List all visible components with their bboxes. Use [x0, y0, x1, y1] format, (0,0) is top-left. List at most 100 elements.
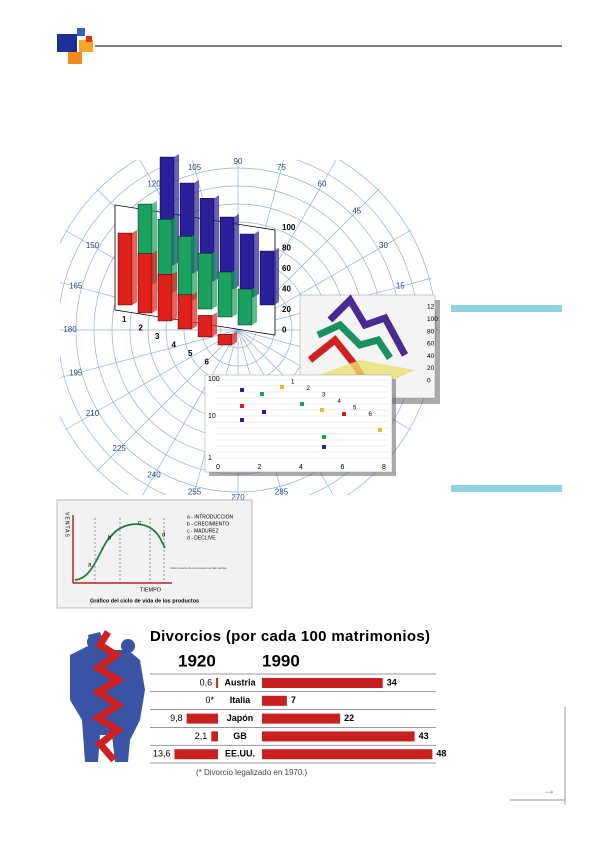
value-label-1920: 9,8: [170, 713, 183, 723]
bar3d-block: [259, 250, 275, 306]
value-label-1990: 7: [291, 695, 296, 705]
polar-label: 45: [352, 206, 361, 215]
bar3d-side: [172, 271, 177, 321]
polar-label: 15: [396, 282, 405, 291]
bar3d-side: [232, 331, 237, 345]
value-label-1920: 0,6: [200, 677, 213, 687]
bar3d-axis-label: 0: [282, 326, 287, 335]
bar3d-category: 6: [205, 358, 210, 367]
scatter-x-label: 6: [341, 464, 345, 471]
value-label-1990: 43: [419, 731, 429, 741]
polar-label: 120: [147, 180, 161, 189]
bar3d-block: [177, 294, 193, 330]
ribbon: [316, 320, 393, 360]
bar3d-side: [212, 312, 217, 337]
logo: [57, 28, 93, 64]
scatter-dot: [320, 408, 324, 412]
polar-spoke: [64, 329, 239, 431]
series-year: 1990: [262, 651, 300, 670]
scatter-dot: [342, 412, 346, 416]
lifecycle-caption: Gráfico del ciclo de vida de los product…: [90, 598, 199, 604]
people-head: [121, 639, 135, 653]
polar-label: 255: [188, 487, 202, 496]
ribbon-axis-label: 40: [427, 353, 435, 360]
scatter-x-label: 2: [258, 464, 262, 471]
value-label-1990: 34: [387, 677, 397, 687]
scatter-point-label: 4: [338, 399, 342, 405]
scatter-y-label: 100: [208, 376, 220, 383]
bar3d-side: [254, 231, 259, 297]
scatter-y-label: 1: [208, 455, 212, 462]
lifecycle-legend: c - MADUREZ: [187, 528, 219, 534]
polar-label: 180: [63, 325, 77, 334]
country-label: Austria: [224, 677, 256, 687]
lifecycle-curve: [74, 523, 166, 581]
bar-1920: [174, 749, 218, 760]
polar-label: 270: [231, 493, 245, 502]
country-label: GB: [233, 731, 247, 741]
bar3d-side: [192, 291, 197, 329]
country-label: Italia: [230, 695, 252, 705]
polar-label: 165: [69, 282, 83, 291]
bar3d-block: [217, 334, 233, 346]
lifecycle-y-label: VENTAS: [64, 512, 70, 538]
scatter-dot: [280, 385, 284, 389]
polar-label: 90: [234, 157, 243, 166]
bar3d-side: [252, 286, 257, 325]
ribbon-axis-label: 0: [427, 378, 431, 385]
series-year: 1920: [178, 651, 216, 670]
bar-1990: [262, 695, 287, 706]
bar3d-axis-label: 100: [282, 223, 296, 232]
bar-1920: [186, 713, 218, 724]
bar3d-category: 2: [139, 324, 144, 333]
bar-1920: [216, 678, 218, 688]
scatter-x-label: 0: [216, 464, 220, 471]
phase-letter: a: [88, 563, 92, 569]
value-label-1990: 48: [436, 749, 446, 759]
bar3d-axis-label: 80: [282, 244, 291, 253]
polar-label: 75: [277, 163, 286, 172]
scatter-dot: [260, 392, 264, 396]
bar-1990: [262, 713, 341, 724]
scatter-dot: [300, 402, 304, 406]
bar3d-category: 4: [172, 341, 177, 350]
polar-label: 210: [86, 409, 100, 418]
bar3d-side: [232, 269, 237, 317]
divorce-figure: Divorcios (por cada 100 matrimonios) 1920…: [70, 628, 446, 777]
bar-1990: [262, 749, 433, 760]
lifecycle-note: Ciclo nuestro de la inversión en las ven…: [170, 566, 227, 570]
bar3d-category: 3: [155, 332, 160, 341]
polar-label: 195: [69, 369, 83, 378]
scatter-x-label: 8: [382, 464, 386, 471]
bar3d-side: [274, 248, 279, 305]
value-label-1920: 13,6: [153, 749, 171, 759]
bar3d-block: [177, 235, 193, 302]
bar3d-block: [197, 315, 213, 338]
scatter-point-label: 3: [322, 393, 326, 399]
ribbon-axis-label: 100: [427, 316, 438, 323]
ribbon: [327, 294, 409, 357]
divorce-title: Divorcios (por cada 100 matrimonios): [150, 628, 430, 645]
bar3d-block: [239, 233, 255, 298]
country-label: Japón: [227, 713, 254, 723]
footnote: (* Divorcio legalizado en 1970.): [196, 768, 308, 777]
scatter-dot: [240, 418, 244, 422]
polar-spoke: [60, 329, 239, 379]
value-label-1920: 0*: [205, 695, 214, 705]
lifecycle-legend: b - CRECIMIENTO: [187, 521, 229, 527]
bar3d-axis-label: 40: [282, 285, 291, 294]
bar3d-axis-label: 60: [282, 264, 291, 273]
polar-spoke: [142, 329, 239, 495]
polar-label: 240: [147, 471, 161, 480]
lifecycle-frame: [56, 499, 253, 609]
next-arrow[interactable]: →: [542, 782, 556, 798]
scatter-dot: [262, 410, 266, 414]
scatter-x-label: 4: [299, 464, 303, 471]
ribbon-axis-label: 20: [427, 365, 435, 372]
value-label-1920: 2,1: [195, 731, 208, 741]
bar-1920: [211, 731, 218, 742]
phase-letter: d: [162, 533, 165, 539]
bar3d-category: 5: [188, 349, 193, 358]
lifecycle-legend: a - INTRODUCCION: [187, 514, 234, 520]
ribbon-axis-label: 60: [427, 341, 435, 348]
